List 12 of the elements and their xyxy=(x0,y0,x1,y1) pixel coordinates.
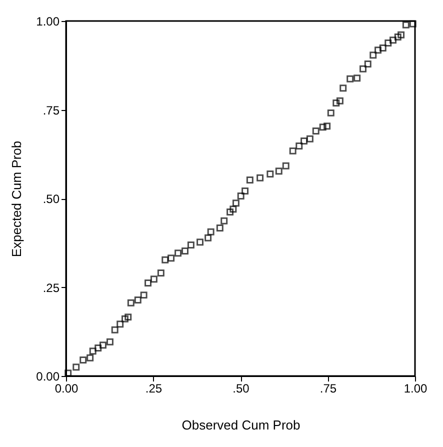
y-tick-label: .50 xyxy=(42,192,60,206)
x-tick-label: 1.00 xyxy=(404,382,428,396)
y-tick-label: .75 xyxy=(42,103,60,118)
x-tick-label: .50 xyxy=(232,382,250,396)
y-tick-label: .25 xyxy=(42,280,60,295)
y-axis-title: Expected Cum Prob xyxy=(9,140,24,258)
x-tick-label: .75 xyxy=(320,382,337,396)
x-tick-label: .25 xyxy=(145,382,162,396)
y-tick-label: 1.00 xyxy=(36,14,60,28)
x-tick-label: 0.00 xyxy=(54,382,78,396)
y-tick-label: 0.00 xyxy=(36,370,60,384)
x-axis-title: Observed Cum Prob xyxy=(182,418,300,432)
